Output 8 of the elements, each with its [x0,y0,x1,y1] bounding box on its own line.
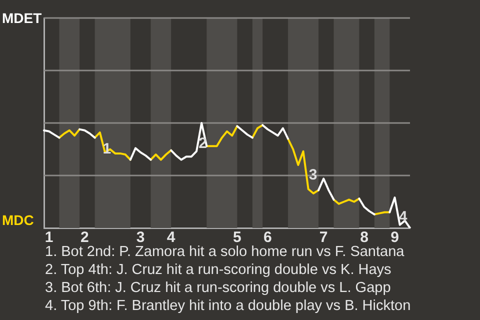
annotation: 2 [198,135,208,152]
text: 2. Top 4th: J. Cruz hit a run-scoring double vs K. Hays [45,261,392,279]
text: 3. Bot 6th: J. Cruz hit a run-scoring double vs L. Gapp [45,279,392,297]
annotation: 4 [398,208,408,226]
annotation: 3 [308,166,318,184]
text: MDC [2,212,34,228]
text: 4. Top 9th: F. Brantley hit into a double play vs B. Hickton [45,297,411,315]
text: MDET [2,10,42,26]
